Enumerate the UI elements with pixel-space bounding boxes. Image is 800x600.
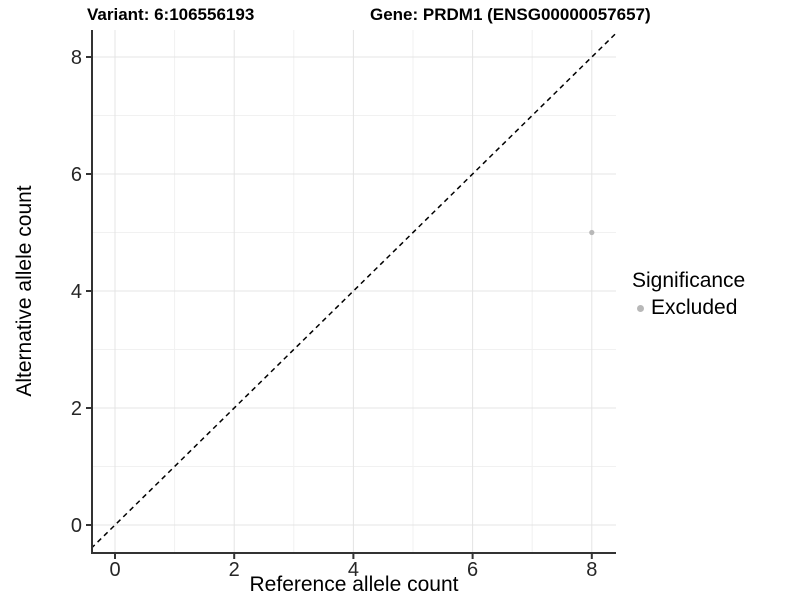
variant-title: Variant: 6:106556193 bbox=[87, 5, 255, 24]
excluded-point-icon bbox=[637, 304, 644, 312]
x-axis-title: Reference allele count bbox=[249, 573, 459, 596]
x-tick-label: 0 bbox=[109, 559, 120, 581]
data-point bbox=[589, 229, 595, 236]
x-tick-label: 4 bbox=[348, 559, 359, 581]
y-tick-label: 0 bbox=[71, 515, 82, 537]
x-tick-label: 2 bbox=[229, 559, 240, 581]
legend-title: Significance bbox=[632, 269, 746, 292]
x-tick-label: 8 bbox=[586, 559, 597, 581]
y-tick-label: 4 bbox=[71, 281, 82, 303]
x-tick-label: 6 bbox=[467, 559, 478, 581]
gene-title: Gene: PRDM1 (ENSG00000057657) bbox=[370, 5, 651, 24]
legend-item-label: Excluded bbox=[651, 296, 738, 319]
y-tick-label: 6 bbox=[71, 164, 82, 186]
y-tick-label: 8 bbox=[71, 47, 82, 69]
legend: Significance Excluded bbox=[632, 268, 745, 320]
legend-item-excluded: Excluded bbox=[632, 296, 745, 320]
y-axis-title: Alternative allele count bbox=[13, 185, 36, 397]
identity-line bbox=[92, 33, 616, 549]
y-tick-label: 2 bbox=[71, 398, 82, 420]
